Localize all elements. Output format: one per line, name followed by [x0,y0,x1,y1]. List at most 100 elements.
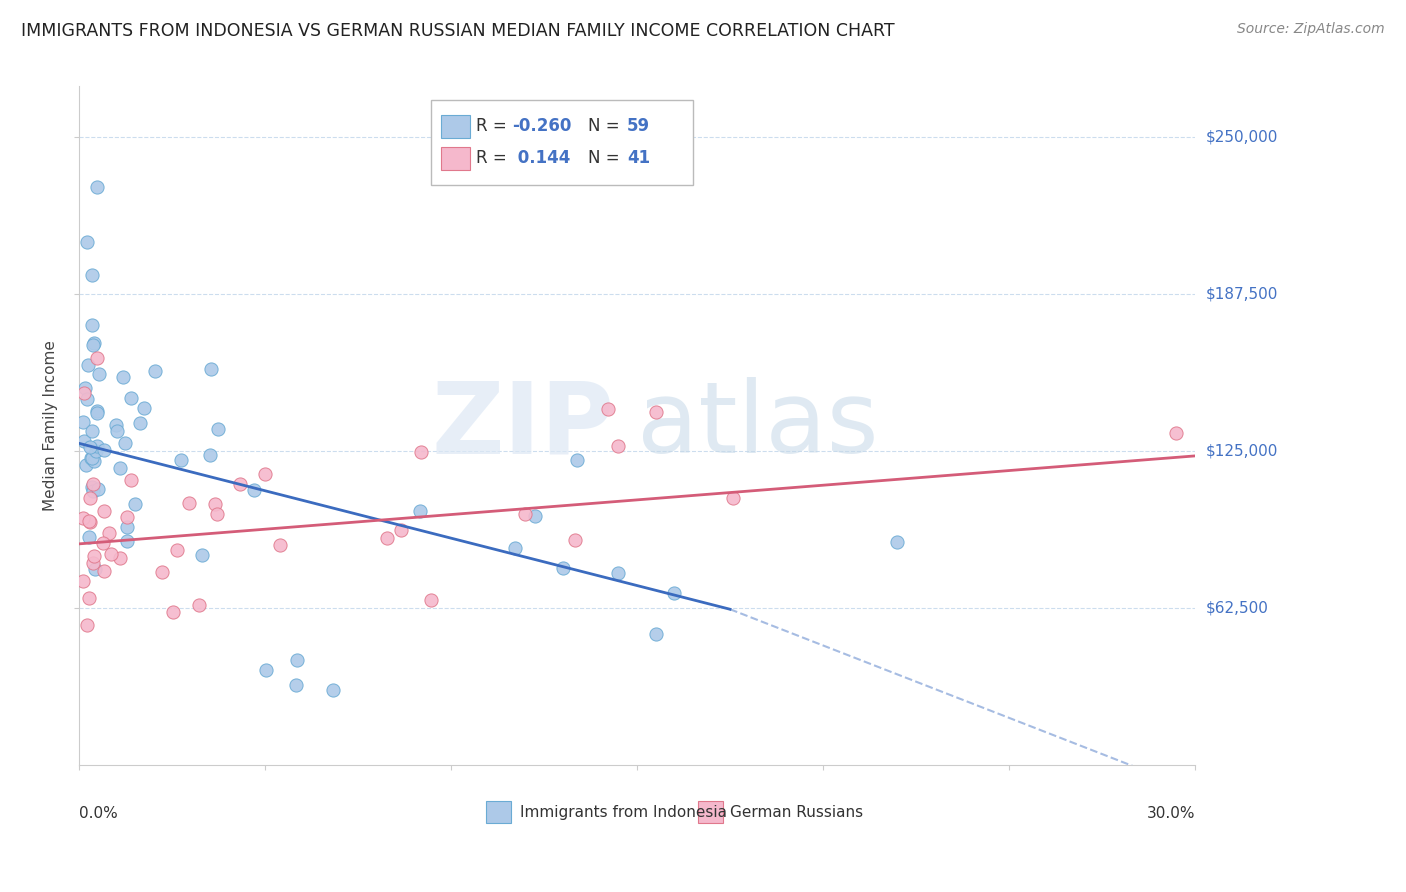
Text: German Russians: German Russians [730,805,863,820]
Point [322,682,344,697]
Point [285,678,308,692]
Point [269,538,291,552]
Point [253,467,276,481]
Point [80,268,103,282]
Point [82,318,104,333]
Point [83,335,105,350]
Point [93,565,115,579]
Text: 0.0%: 0.0% [79,805,118,821]
Point [75,458,97,473]
Point [143,364,166,378]
Point [76,392,98,406]
Text: IMMIGRANTS FROM INDONESIA VS GERMAN RUSSIAN MEDIAN FAMILY INCOME CORRELATION CHA: IMMIGRANTS FROM INDONESIA VS GERMAN RUSS… [21,22,894,40]
Point [77,530,100,544]
Point [104,418,127,433]
Point [73,434,96,449]
Point [105,424,128,438]
Point [132,401,155,415]
Point [82,476,104,491]
Point [108,461,131,475]
Point [86,180,108,194]
Point [191,548,214,562]
Point [82,483,104,498]
Point [83,549,105,564]
FancyBboxPatch shape [699,801,723,822]
Point [76,617,98,632]
Point [188,598,211,612]
Point [664,586,686,600]
Point [564,533,586,547]
Point [77,591,100,606]
Point [72,574,94,588]
Point [79,516,101,530]
Point [79,441,101,455]
Point [524,508,547,523]
Point [87,483,110,497]
Point [83,454,105,468]
Point [503,541,526,556]
Text: Immigrants from Indonesia: Immigrants from Indonesia [520,805,727,820]
Point [76,358,98,372]
Point [886,535,908,549]
Text: $125,000: $125,000 [1206,443,1278,458]
Point [375,532,398,546]
Point [120,391,142,405]
Point [110,551,132,566]
Point [82,451,104,466]
Point [1166,426,1188,441]
Point [607,566,630,580]
Point [93,443,115,458]
Text: $250,000: $250,000 [1206,129,1278,145]
Point [72,511,94,525]
Point [86,351,108,365]
Point [115,534,138,549]
Point [82,556,104,570]
Point [114,435,136,450]
Point [198,448,221,462]
Point [98,526,121,541]
Point [205,507,228,521]
Point [204,497,226,511]
Point [243,483,266,498]
Point [515,507,537,521]
Point [93,535,115,549]
Point [84,444,107,458]
Point [93,504,115,518]
Text: $62,500: $62,500 [1206,600,1270,615]
Point [389,523,412,537]
Text: 30.0%: 30.0% [1146,805,1195,821]
Y-axis label: Median Family Income: Median Family Income [44,340,58,511]
Text: ZIP: ZIP [432,377,614,475]
Point [551,560,574,574]
Point [86,406,108,420]
Point [644,404,666,418]
Point [82,338,104,352]
Point [82,424,104,438]
Point [565,452,588,467]
Point [166,543,188,558]
Text: atlas: atlas [637,377,879,475]
Point [644,627,666,641]
Point [162,606,184,620]
Point [179,496,201,510]
Point [124,497,146,511]
Point [111,370,134,384]
Point [79,491,101,506]
Point [100,547,122,561]
Point [287,652,309,666]
Point [409,444,432,458]
Point [83,562,105,576]
Point [120,473,142,487]
Point [207,422,229,436]
Point [87,368,110,382]
Point [86,439,108,453]
Point [75,381,97,395]
Point [72,415,94,429]
Point [73,386,96,401]
Point [596,401,619,416]
Point [170,453,193,467]
Point [723,491,745,505]
Point [200,361,222,376]
Point [117,520,139,534]
Point [115,510,138,524]
